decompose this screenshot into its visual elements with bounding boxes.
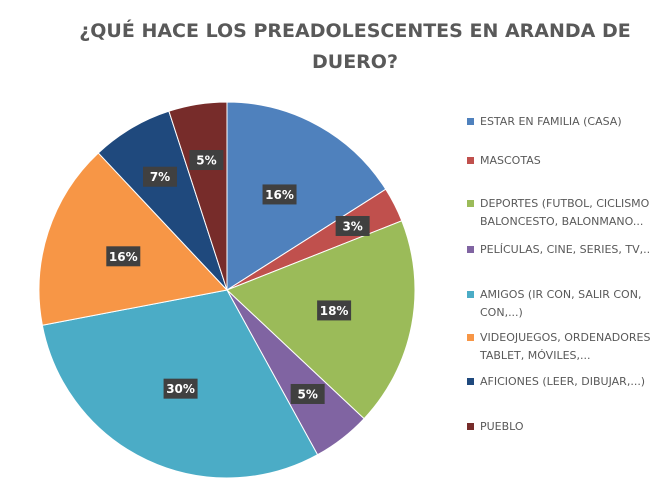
value-label: 18% bbox=[320, 304, 349, 318]
legend-swatch bbox=[467, 291, 474, 298]
pie-slice bbox=[38, 152, 228, 326]
value-label-box bbox=[143, 166, 178, 187]
value-label: 16% bbox=[265, 188, 294, 202]
legend-label: VIDEOJUEGOS, ORDENADORES, TABLET, MÓVILES… bbox=[479, 331, 650, 362]
legend-swatch bbox=[467, 118, 474, 125]
chart-title: DUERO? bbox=[312, 51, 398, 73]
legend-label: MASCOTAS bbox=[480, 154, 541, 167]
value-label-box bbox=[317, 300, 352, 321]
legend-swatch bbox=[467, 334, 474, 341]
legend-label: PELÍCULAS, CINE, SERIES, TV,... bbox=[480, 243, 650, 256]
legend-label: ESTAR EN FAMILIA (CASA) bbox=[480, 115, 622, 128]
value-label-box bbox=[189, 150, 224, 171]
legend-swatch bbox=[467, 157, 474, 164]
legend-label: AFICIONES (LEER, DIBUJAR,...) bbox=[480, 375, 645, 388]
legend-swatch bbox=[467, 246, 474, 253]
value-label-box bbox=[262, 184, 297, 205]
value-label: 3% bbox=[342, 219, 362, 233]
value-label-box bbox=[163, 378, 198, 399]
value-label: 7% bbox=[150, 170, 170, 184]
value-label-box bbox=[106, 246, 141, 267]
legend-swatch bbox=[467, 423, 474, 430]
value-label: 5% bbox=[196, 154, 216, 168]
value-label-box bbox=[335, 215, 370, 236]
legend-label: AMIGOS (IR CON, SALIR CON, CON,...) bbox=[480, 288, 641, 319]
legend-swatch bbox=[467, 200, 474, 207]
legend-label: PUEBLO bbox=[480, 420, 524, 433]
value-label: 16% bbox=[109, 250, 138, 264]
value-label: 30% bbox=[166, 382, 195, 396]
pie-slice bbox=[168, 101, 228, 291]
legend-swatch bbox=[467, 378, 474, 385]
value-label-box bbox=[290, 383, 325, 404]
pie-slice bbox=[226, 101, 387, 291]
value-label: 5% bbox=[297, 387, 317, 401]
legend-label: DEPORTES (FUTBOL, CICLISMO, BALONCESTO, B… bbox=[480, 197, 650, 228]
chart-title: ¿QUÉ HACE LOS PREADOLESCENTES EN ARANDA … bbox=[79, 19, 631, 42]
